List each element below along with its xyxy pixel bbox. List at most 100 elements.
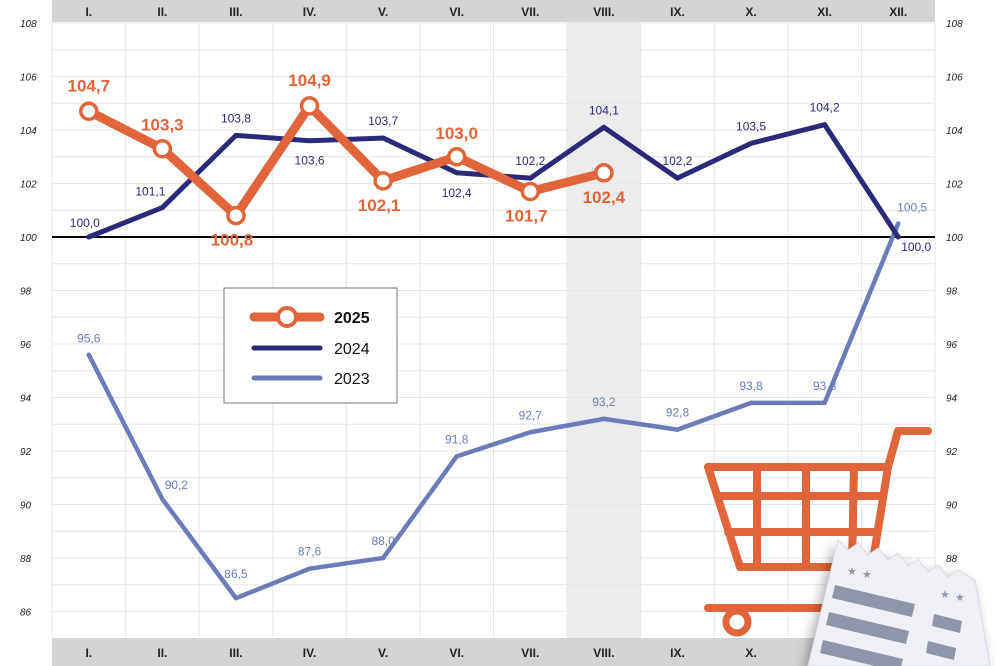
data-label-2025: 102,1 <box>358 196 401 215</box>
legend-label-2025: 2025 <box>334 310 370 327</box>
receipt-icon: ★ ★ ★ ★ <box>807 539 991 666</box>
data-point-2023 <box>748 400 754 406</box>
data-label-2025: 104,9 <box>288 71 331 90</box>
data-point-2023 <box>454 454 459 459</box>
data-label-2023: 100,5 <box>897 201 927 215</box>
y-tick-label-right: 100 <box>946 233 963 244</box>
data-point-2024 <box>159 205 165 211</box>
data-label-2024: 102,4 <box>442 186 472 200</box>
x-tick-label-top: X. <box>745 5 756 19</box>
x-tick-label-bottom: VIII. <box>593 646 614 660</box>
y-tick-label-right: 88 <box>946 554 958 565</box>
data-label-2023: 92,7 <box>519 408 543 422</box>
x-tick-label-top: VI. <box>449 5 464 19</box>
data-label-2025: 104,7 <box>68 76 111 95</box>
x-tick-label-top: XII. <box>889 5 907 19</box>
x-tick-label-top: XI. <box>817 5 832 19</box>
x-tick-label-bottom: X. <box>745 646 756 660</box>
data-label-2023: 86,5 <box>224 567 248 581</box>
data-label-2024: 103,8 <box>221 111 251 125</box>
x-tick-label-top: I. <box>85 5 92 19</box>
data-point-2025 <box>299 96 320 116</box>
series-line-2023 <box>86 221 901 601</box>
data-point-2025 <box>373 171 393 191</box>
data-point-2025 <box>446 147 467 167</box>
data-point-2025 <box>226 205 246 226</box>
y-tick-label-left: 90 <box>20 501 32 512</box>
x-tick-label-bottom: IV. <box>303 646 317 660</box>
y-tick-label-left: 96 <box>20 340 32 351</box>
data-label-2023: 95,6 <box>77 332 101 346</box>
data-label-2024: 102,2 <box>515 154 545 168</box>
y-tick-label-right: 106 <box>946 73 963 84</box>
x-tick-label-top: IV. <box>303 5 317 19</box>
data-point-2023 <box>895 221 901 226</box>
x-tick-label-top: VII. <box>521 5 539 19</box>
x-tick-label-top: V. <box>378 5 388 19</box>
data-label-2024: 100,0 <box>901 240 931 254</box>
y-tick-label-right: 94 <box>946 394 958 405</box>
data-point-2025 <box>152 138 173 159</box>
x-tick-label-bottom: VII. <box>521 646 539 660</box>
data-label-2023: 93,2 <box>592 395 616 409</box>
data-point-2023 <box>160 496 165 502</box>
x-tick-label-bottom: VI. <box>449 646 464 660</box>
y-tick-label-left: 86 <box>20 608 32 619</box>
shopping-cart-receipt-illustration: ★ ★ ★ ★ <box>704 427 991 666</box>
data-point-2025 <box>594 163 614 183</box>
legend-label-2024: 2024 <box>334 341 370 358</box>
x-tick-label-bottom: V. <box>378 646 388 660</box>
data-point-2025 <box>79 101 99 122</box>
month-band-top <box>52 0 935 22</box>
y-tick-label-left: 88 <box>20 554 32 565</box>
y-tick-label-left: 92 <box>20 447 32 458</box>
data-point-2023 <box>822 400 827 406</box>
data-label-2024: 103,6 <box>295 154 325 168</box>
x-tick-label-top: VIII. <box>593 5 614 19</box>
data-point-2023 <box>307 566 312 571</box>
data-label-2024: 104,1 <box>589 103 619 117</box>
x-tick-label-top: II. <box>157 5 167 19</box>
y-tick-label-left: 108 <box>20 19 37 30</box>
legend: 2025 2024 2023 <box>223 287 398 404</box>
svg-text:★: ★ <box>862 569 872 581</box>
data-point-2023 <box>675 427 680 432</box>
data-label-2024: 104,2 <box>810 101 840 115</box>
data-point-2024 <box>822 122 828 128</box>
data-label-2024: 102,2 <box>662 154 692 168</box>
svg-text:★: ★ <box>955 592 965 604</box>
y-tick-label-left: 102 <box>20 180 37 191</box>
data-point-2023 <box>601 416 607 422</box>
data-label-2023: 88,0 <box>371 534 395 548</box>
data-label-2024: 101,1 <box>135 185 165 199</box>
y-tick-label-right: 108 <box>946 19 963 30</box>
y-tick-label-right: 102 <box>946 180 963 191</box>
data-label-2024: 103,7 <box>368 114 398 128</box>
svg-text:★: ★ <box>847 566 857 578</box>
data-label-2023: 91,8 <box>445 432 469 446</box>
y-tick-label-left: 98 <box>20 287 32 298</box>
data-label-2023: 87,6 <box>298 545 322 559</box>
data-label-2025: 101,7 <box>505 207 548 226</box>
y-tick-label-left: 104 <box>20 126 37 137</box>
y-tick-label-left: 94 <box>20 394 32 405</box>
y-tick-label-right: 90 <box>946 501 958 512</box>
data-point-2024 <box>233 132 239 138</box>
data-point-2024 <box>601 124 607 130</box>
data-point-2024 <box>674 175 680 181</box>
x-tick-label-bottom: II. <box>157 646 167 660</box>
data-label-2023: 90,2 <box>165 478 189 492</box>
legend-label-2023: 2023 <box>334 371 370 388</box>
data-point-2023 <box>233 595 239 601</box>
y-tick-label-left: 100 <box>20 233 37 244</box>
y-tick-label-right: 96 <box>946 340 958 351</box>
x-tick-label-bottom: IX. <box>670 646 685 660</box>
y-tick-label-left: 106 <box>20 73 37 84</box>
data-point-2024 <box>895 234 901 240</box>
y-tick-label-right: 98 <box>946 287 958 298</box>
data-point-2023 <box>528 430 533 435</box>
data-label-2025: 102,4 <box>583 188 626 207</box>
data-label-2025: 103,3 <box>141 116 184 135</box>
data-label-2025: 100,8 <box>211 231 254 250</box>
